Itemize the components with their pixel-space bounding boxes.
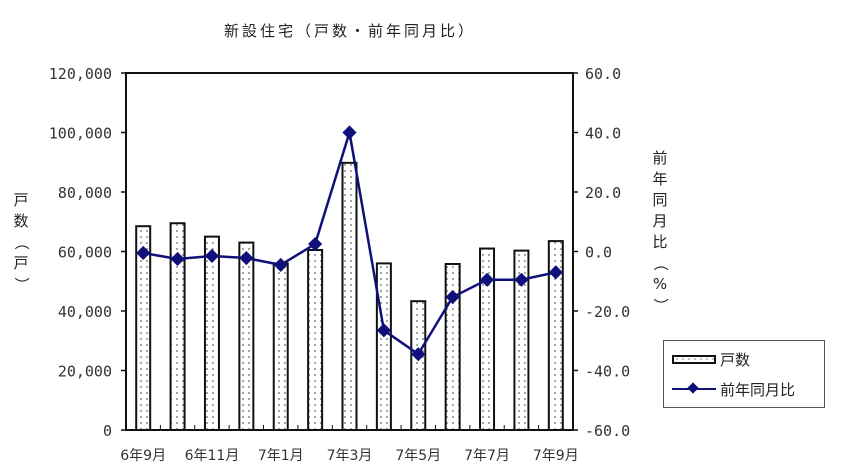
x-tick-label: 7年1月 (258, 448, 304, 464)
y-right-tick-label: -60.0 (585, 422, 630, 440)
diamond-marker-icon (239, 250, 254, 266)
y-tick-label: 0 (103, 422, 112, 440)
bar (547, 240, 564, 431)
legend-bar-label: 戸数 (720, 350, 751, 369)
bar (479, 247, 496, 431)
diamond-line-icon (672, 383, 716, 395)
bar (513, 249, 530, 431)
y-right-tick-label: 40.0 (585, 125, 621, 143)
chart-title: 新設住宅（戸数・前年同月比） (223, 22, 476, 40)
bar (341, 161, 358, 431)
bar (238, 241, 255, 431)
bar (307, 249, 324, 431)
bar (444, 262, 461, 431)
diamond-marker-icon (273, 257, 288, 272)
y-right-tick-label: -40.0 (585, 363, 630, 381)
y-tick-label: 40,000 (58, 303, 112, 321)
x-tick-label: 7年9月 (533, 448, 579, 464)
y-tick-label: 100,000 (49, 125, 112, 143)
y-right-tick-label: -20.0 (585, 303, 630, 321)
diamond-marker-icon (411, 347, 426, 362)
bar (272, 262, 289, 431)
legend-item-bar: 戸数 (672, 347, 750, 371)
x-tick-label: 6年9月 (120, 448, 166, 464)
diamond-marker-icon (342, 125, 357, 140)
diamond-marker-icon (204, 248, 220, 264)
diamond-marker-icon (170, 251, 185, 267)
y-tick-label: 120,000 (49, 65, 112, 83)
x-tick-label: 7年7月 (464, 448, 510, 464)
legend-item-line: 前年同月比 (672, 377, 795, 401)
y-tick-label: 20,000 (58, 363, 112, 381)
legend: 戸数 前年同月比 (663, 340, 825, 408)
y-right-tick-label: 20.0 (585, 184, 621, 202)
bar (410, 300, 427, 431)
y-right-tick-label: 0.0 (585, 244, 612, 262)
bar (375, 262, 392, 431)
diamond-marker-icon (445, 289, 460, 305)
diamond-marker-icon (308, 236, 323, 252)
bar (135, 225, 152, 431)
y-axis-right-label: 前年同月比（%） (651, 149, 670, 313)
x-tick-label: 7年5月 (395, 448, 441, 464)
diamond-marker-icon (514, 272, 529, 287)
y-tick-label: 60,000 (58, 244, 112, 262)
x-tick-label: 7年3月 (327, 448, 373, 464)
diamond-marker-icon (479, 272, 495, 287)
diamond-marker-icon (548, 265, 563, 280)
bar (203, 235, 220, 431)
bar (169, 222, 186, 431)
bar-swatch-icon (672, 354, 716, 364)
x-tick-label: 6年11月 (185, 448, 240, 464)
diamond-marker-icon (376, 323, 391, 338)
y-axis-left-label: 戸数（戸） (12, 191, 31, 292)
y-tick-label: 80,000 (58, 184, 112, 202)
legend-line-label: 前年同月比 (720, 380, 796, 399)
y-right-tick-label: 60.0 (585, 65, 621, 83)
